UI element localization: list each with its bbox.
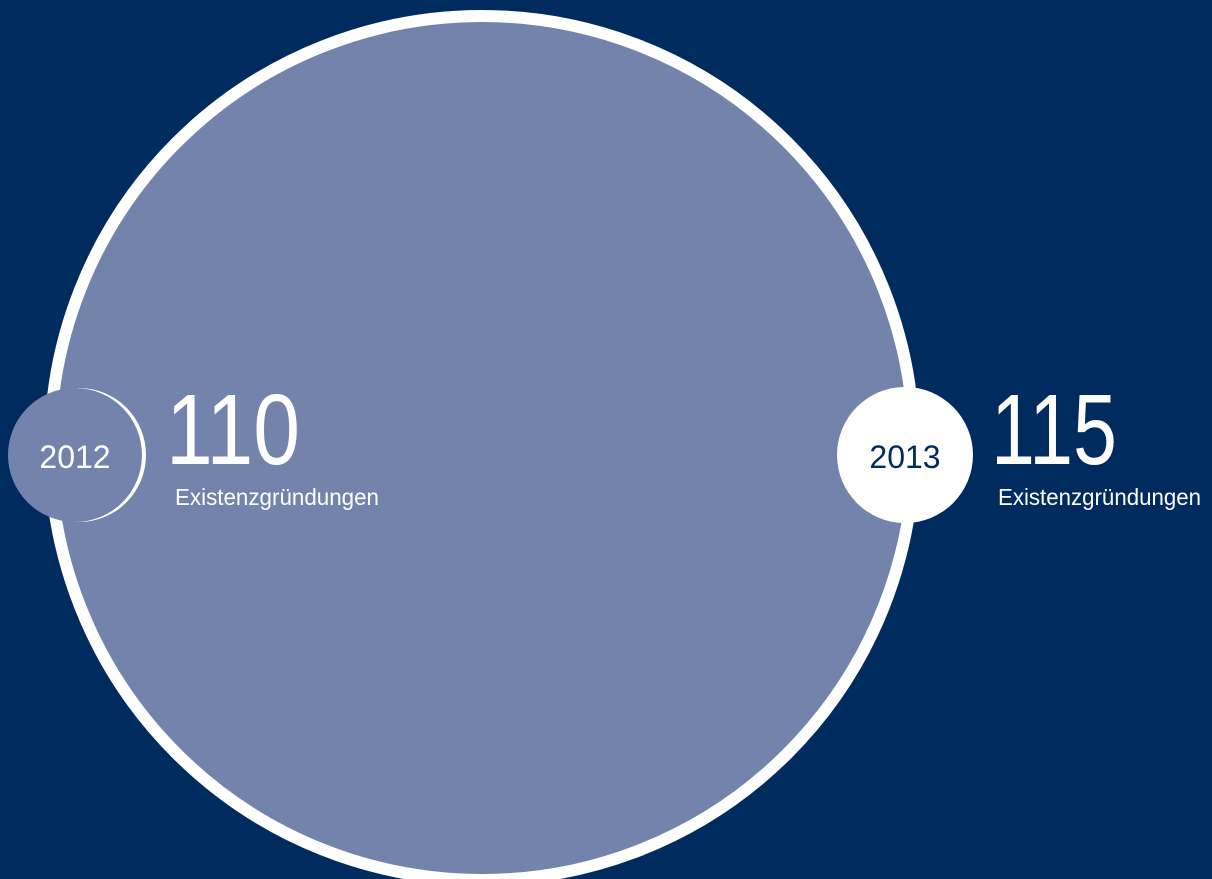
year-badge: [837, 387, 973, 523]
year-badge: [8, 388, 142, 522]
year-label: 2012: [39, 439, 110, 475]
year-label: 2013: [869, 439, 940, 475]
count-caption: Existenzgründungen: [175, 484, 379, 510]
count-value: 110: [166, 374, 300, 486]
count-caption: Existenzgründungen: [998, 484, 1201, 510]
count-value: 115: [991, 374, 1117, 486]
